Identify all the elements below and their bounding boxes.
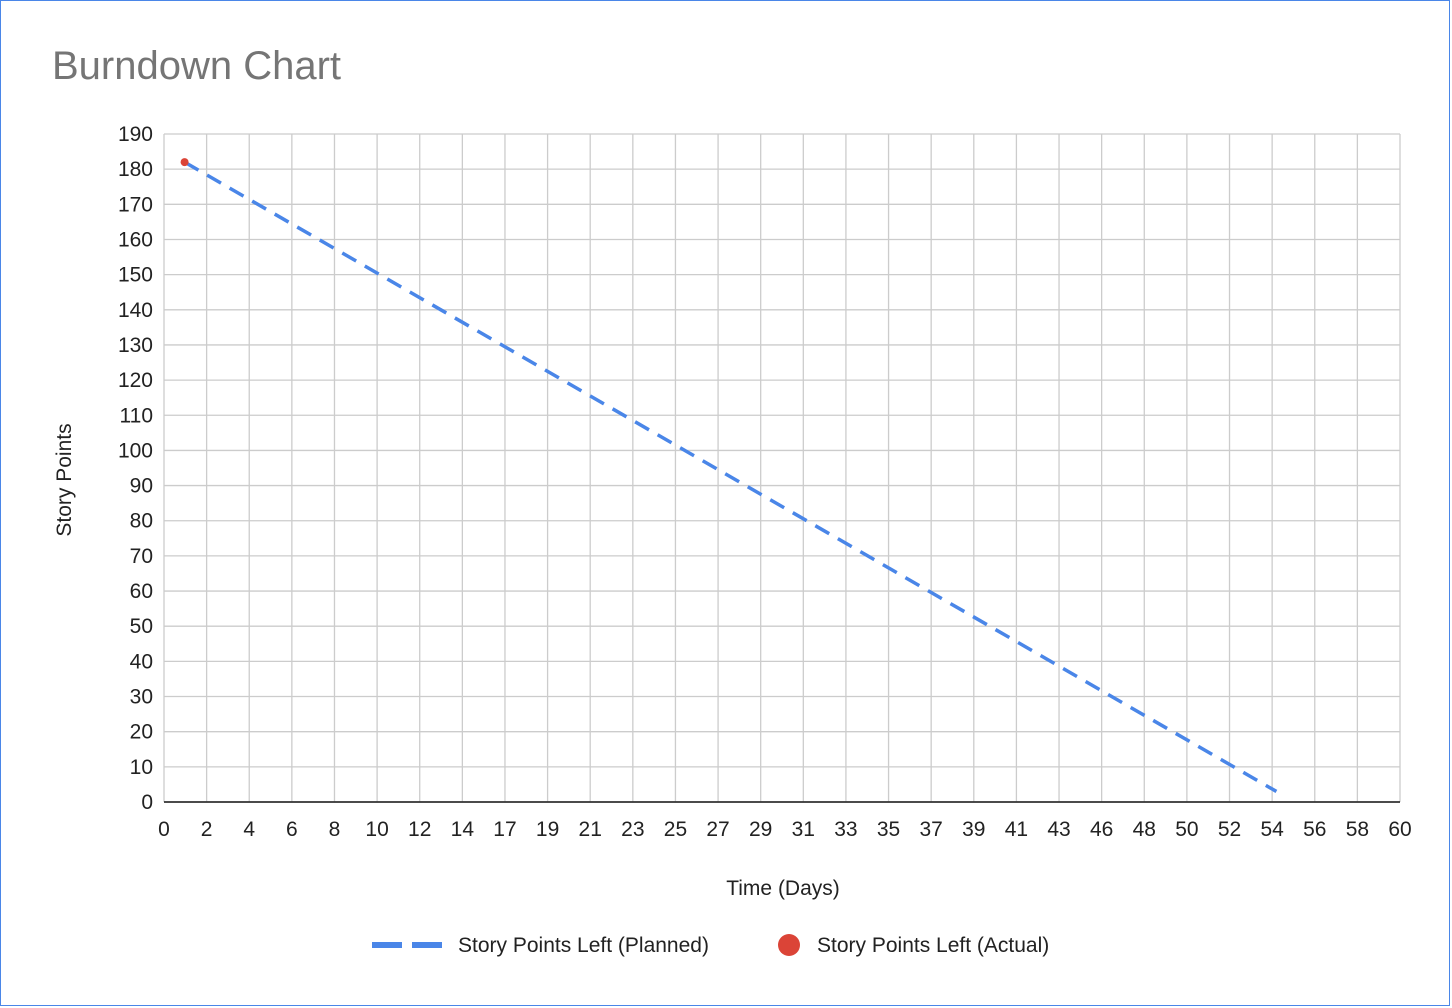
y-tick-label: 130	[118, 334, 153, 357]
y-tick-label: 100	[118, 439, 153, 462]
chart-title: Burndown Chart	[52, 44, 342, 88]
x-tick-label: 14	[451, 818, 475, 841]
x-tick-label: 6	[286, 818, 298, 841]
x-tick-label: 17	[493, 818, 516, 841]
y-tick-label: 20	[130, 721, 153, 744]
y-tick-label: 190	[118, 123, 153, 146]
y-tick-label: 150	[118, 264, 153, 287]
planned-series-line	[183, 160, 1278, 793]
x-tick-label: 33	[834, 818, 857, 841]
x-tick-label: 35	[877, 818, 900, 841]
x-tick-label: 21	[579, 818, 602, 841]
x-tick-label: 0	[158, 818, 170, 841]
grid-lines	[163, 133, 1401, 803]
x-tick-label: 37	[919, 818, 942, 841]
y-tick-label: 40	[130, 650, 153, 673]
x-tick-label: 29	[749, 818, 772, 841]
y-tick-label: 0	[141, 791, 153, 814]
x-tick-label: 56	[1303, 818, 1326, 841]
y-tick-label: 180	[118, 158, 153, 181]
y-tick-label: 90	[130, 475, 153, 498]
series-layer	[180, 158, 1278, 793]
x-tick-label: 10	[365, 818, 388, 841]
x-tick-label: 23	[621, 818, 644, 841]
x-tick-label: 58	[1346, 818, 1369, 841]
x-tick-labels: 0 2 4 6 8 10 12 14 17 19 21 23 25 27 29 31 33 35 37 39 41 43 4…	[158, 818, 1412, 841]
y-tick-label: 170	[118, 193, 153, 216]
x-axis-title: Time (Days)	[726, 877, 840, 900]
x-tick-label: 50	[1175, 818, 1198, 841]
y-tick-label: 60	[130, 580, 153, 603]
x-tick-label: 2	[201, 818, 213, 841]
legend: Story Points Left (Planned) Story Points …	[372, 934, 1049, 957]
x-tick-label: 43	[1047, 818, 1070, 841]
x-tick-label: 27	[706, 818, 729, 841]
x-tick-label: 54	[1260, 818, 1284, 841]
x-tick-label: 25	[664, 818, 687, 841]
y-tick-label: 160	[118, 228, 153, 251]
legend-actual-swatch	[778, 934, 800, 956]
x-tick-label: 4	[243, 818, 255, 841]
y-tick-labels: 0 10 20 30 40 50 60 70 80 90 100 110 120 130 140 150 160…	[118, 123, 153, 814]
x-tick-label: 48	[1133, 818, 1156, 841]
x-tick-label: 60	[1388, 818, 1411, 841]
y-tick-label: 140	[118, 299, 153, 322]
y-tick-label: 10	[130, 756, 153, 779]
y-tick-label: 30	[130, 686, 153, 709]
legend-planned-label: Story Points Left (Planned)	[458, 934, 709, 957]
x-tick-label: 19	[536, 818, 559, 841]
y-tick-label: 70	[130, 545, 153, 568]
x-tick-label: 8	[329, 818, 341, 841]
y-tick-label: 80	[130, 510, 153, 533]
y-tick-label: 120	[118, 369, 153, 392]
x-tick-label: 46	[1090, 818, 1113, 841]
y-axis-title: Story Points	[53, 423, 76, 536]
x-tick-label: 12	[408, 818, 431, 841]
x-tick-label: 41	[1005, 818, 1028, 841]
actual-series-point	[180, 158, 189, 167]
legend-actual-label: Story Points Left (Actual)	[817, 934, 1049, 957]
y-tick-label: 50	[130, 615, 153, 638]
y-tick-label: 110	[120, 404, 153, 427]
x-tick-label: 31	[792, 818, 815, 841]
x-tick-label: 52	[1218, 818, 1241, 841]
x-tick-label: 39	[962, 818, 985, 841]
